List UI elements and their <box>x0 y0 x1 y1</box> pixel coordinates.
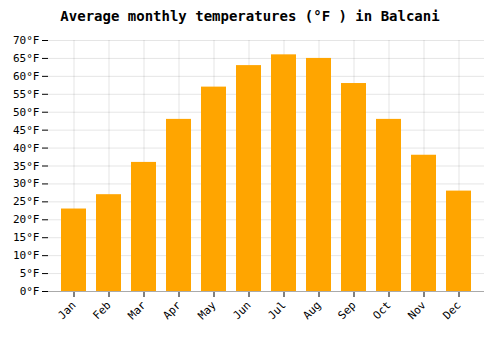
svg-text:5°F: 5°F <box>20 267 40 280</box>
svg-text:55°F: 55°F <box>13 88 40 101</box>
svg-text:60°F: 60°F <box>13 70 40 83</box>
svg-text:Jun: Jun <box>230 299 253 322</box>
svg-text:Oct: Oct <box>370 299 393 322</box>
svg-text:10°F: 10°F <box>13 249 40 262</box>
svg-text:50°F: 50°F <box>13 106 40 119</box>
svg-text:Apr: Apr <box>160 298 184 322</box>
svg-text:20°F: 20°F <box>13 213 40 226</box>
svg-text:45°F: 45°F <box>13 124 40 137</box>
svg-text:Jul: Jul <box>265 299 288 322</box>
svg-text:65°F: 65°F <box>13 52 40 65</box>
svg-text:Feb: Feb <box>90 299 113 322</box>
svg-text:Jan: Jan <box>55 299 78 322</box>
svg-text:15°F: 15°F <box>13 231 40 244</box>
svg-text:Nov: Nov <box>405 298 429 322</box>
svg-text:May: May <box>195 298 219 322</box>
svg-text:Dec: Dec <box>440 299 463 322</box>
svg-text:Sep: Sep <box>335 299 358 322</box>
svg-text:0°F: 0°F <box>20 285 40 298</box>
svg-text:40°F: 40°F <box>13 142 40 155</box>
svg-text:70°F: 70°F <box>13 34 40 47</box>
svg-text:25°F: 25°F <box>13 195 40 208</box>
svg-text:30°F: 30°F <box>13 177 40 190</box>
html-text:Average monthly temperatures (: Average monthly temperatures (°F ) in Ba… <box>60 8 440 24</box>
svg-text:Mar: Mar <box>125 298 149 322</box>
svg-text:35°F: 35°F <box>13 160 40 173</box>
svg-text:Aug: Aug <box>300 299 323 322</box>
